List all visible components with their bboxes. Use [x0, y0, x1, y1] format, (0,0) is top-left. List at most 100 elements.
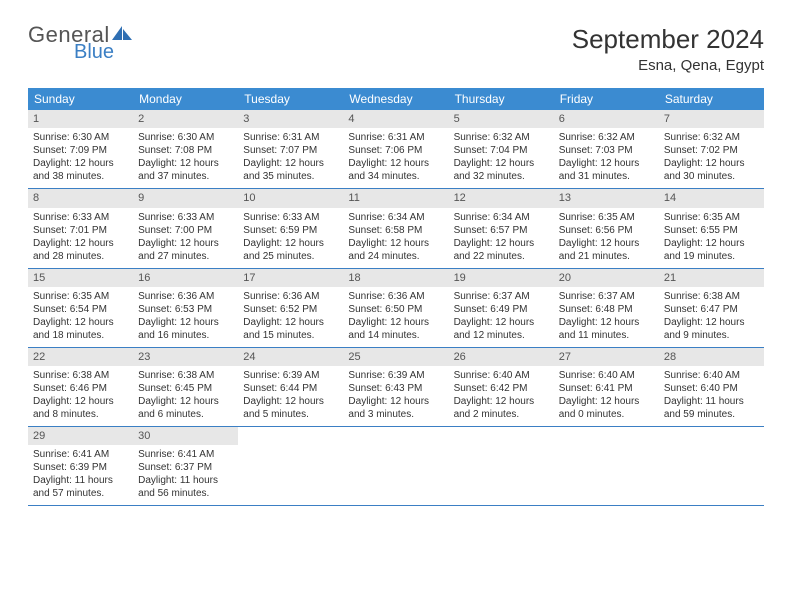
day-header: Thursday	[449, 88, 554, 110]
day-body: Sunrise: 6:39 AMSunset: 6:44 PMDaylight:…	[238, 369, 343, 426]
day-line: Sunrise: 6:32 AM	[664, 131, 759, 144]
day-number: 9	[133, 189, 238, 207]
day-line: Daylight: 12 hours	[348, 316, 443, 329]
day-line: and 37 minutes.	[138, 170, 233, 183]
day-cell: 9Sunrise: 6:33 AMSunset: 7:00 PMDaylight…	[133, 189, 238, 267]
day-cell: 21Sunrise: 6:38 AMSunset: 6:47 PMDayligh…	[659, 269, 764, 347]
day-line: and 16 minutes.	[138, 329, 233, 342]
day-line: and 11 minutes.	[559, 329, 654, 342]
day-body: Sunrise: 6:41 AMSunset: 6:39 PMDaylight:…	[28, 448, 133, 505]
day-line: Daylight: 12 hours	[33, 395, 128, 408]
day-cell: 5Sunrise: 6:32 AMSunset: 7:04 PMDaylight…	[449, 110, 554, 188]
day-line: Daylight: 12 hours	[348, 157, 443, 170]
day-line: Daylight: 12 hours	[138, 157, 233, 170]
day-line: Daylight: 12 hours	[138, 395, 233, 408]
day-line: Sunrise: 6:40 AM	[664, 369, 759, 382]
calendar: SundayMondayTuesdayWednesdayThursdayFrid…	[28, 88, 764, 506]
day-number: 23	[133, 348, 238, 366]
day-body: Sunrise: 6:37 AMSunset: 6:48 PMDaylight:…	[554, 290, 659, 347]
day-line: Sunset: 7:08 PM	[138, 144, 233, 157]
day-body: Sunrise: 6:36 AMSunset: 6:50 PMDaylight:…	[343, 290, 448, 347]
day-line: Sunset: 7:09 PM	[33, 144, 128, 157]
day-body: Sunrise: 6:32 AMSunset: 7:03 PMDaylight:…	[554, 131, 659, 188]
week-row: 22Sunrise: 6:38 AMSunset: 6:46 PMDayligh…	[28, 348, 764, 427]
day-line: Daylight: 12 hours	[33, 316, 128, 329]
day-line: Sunrise: 6:38 AM	[33, 369, 128, 382]
day-line: Sunrise: 6:40 AM	[559, 369, 654, 382]
day-line: and 32 minutes.	[454, 170, 549, 183]
day-line: Sunrise: 6:41 AM	[33, 448, 128, 461]
day-number: 5	[449, 110, 554, 128]
day-line: Sunset: 6:57 PM	[454, 224, 549, 237]
week-row: 8Sunrise: 6:33 AMSunset: 7:01 PMDaylight…	[28, 189, 764, 268]
day-line: Daylight: 12 hours	[243, 395, 338, 408]
day-line: Daylight: 12 hours	[559, 157, 654, 170]
day-number: 16	[133, 269, 238, 287]
day-line: and 3 minutes.	[348, 408, 443, 421]
day-line: Daylight: 11 hours	[33, 474, 128, 487]
day-line: and 0 minutes.	[559, 408, 654, 421]
day-line: Sunrise: 6:37 AM	[454, 290, 549, 303]
week-row: 29Sunrise: 6:41 AMSunset: 6:39 PMDayligh…	[28, 427, 764, 506]
day-body: Sunrise: 6:30 AMSunset: 7:08 PMDaylight:…	[133, 131, 238, 188]
day-number: 20	[554, 269, 659, 287]
day-line: Sunrise: 6:40 AM	[454, 369, 549, 382]
day-line: Sunrise: 6:31 AM	[348, 131, 443, 144]
day-line: Sunrise: 6:38 AM	[664, 290, 759, 303]
day-line: Sunset: 6:37 PM	[138, 461, 233, 474]
empty-cell	[659, 427, 764, 505]
day-line: Sunrise: 6:37 AM	[559, 290, 654, 303]
day-body: Sunrise: 6:39 AMSunset: 6:43 PMDaylight:…	[343, 369, 448, 426]
day-line: Daylight: 12 hours	[664, 237, 759, 250]
day-header: Sunday	[28, 88, 133, 110]
day-line: Sunrise: 6:35 AM	[559, 211, 654, 224]
day-line: and 25 minutes.	[243, 250, 338, 263]
day-line: Sunset: 6:40 PM	[664, 382, 759, 395]
day-line: and 19 minutes.	[664, 250, 759, 263]
day-number: 18	[343, 269, 448, 287]
day-line: Sunset: 6:49 PM	[454, 303, 549, 316]
day-cell: 7Sunrise: 6:32 AMSunset: 7:02 PMDaylight…	[659, 110, 764, 188]
day-line: Sunrise: 6:33 AM	[138, 211, 233, 224]
day-body: Sunrise: 6:31 AMSunset: 7:07 PMDaylight:…	[238, 131, 343, 188]
day-header-row: SundayMondayTuesdayWednesdayThursdayFrid…	[28, 88, 764, 110]
day-line: and 28 minutes.	[33, 250, 128, 263]
day-line: Sunset: 6:48 PM	[559, 303, 654, 316]
day-line: Daylight: 12 hours	[664, 316, 759, 329]
day-line: Sunrise: 6:39 AM	[348, 369, 443, 382]
day-number: 3	[238, 110, 343, 128]
day-line: Sunset: 7:02 PM	[664, 144, 759, 157]
day-cell: 29Sunrise: 6:41 AMSunset: 6:39 PMDayligh…	[28, 427, 133, 505]
day-line: and 22 minutes.	[454, 250, 549, 263]
day-number: 1	[28, 110, 133, 128]
day-line: and 5 minutes.	[243, 408, 338, 421]
day-body: Sunrise: 6:40 AMSunset: 6:42 PMDaylight:…	[449, 369, 554, 426]
day-number: 8	[28, 189, 133, 207]
day-line: Sunset: 6:50 PM	[348, 303, 443, 316]
day-line: Sunrise: 6:33 AM	[33, 211, 128, 224]
day-line: Sunset: 6:47 PM	[664, 303, 759, 316]
day-line: and 34 minutes.	[348, 170, 443, 183]
day-line: Sunset: 6:46 PM	[33, 382, 128, 395]
day-line: Sunset: 7:03 PM	[559, 144, 654, 157]
day-number: 14	[659, 189, 764, 207]
day-body: Sunrise: 6:35 AMSunset: 6:54 PMDaylight:…	[28, 290, 133, 347]
day-body: Sunrise: 6:36 AMSunset: 6:53 PMDaylight:…	[133, 290, 238, 347]
day-line: Sunset: 6:59 PM	[243, 224, 338, 237]
day-line: Sunrise: 6:34 AM	[348, 211, 443, 224]
day-number: 28	[659, 348, 764, 366]
day-line: and 2 minutes.	[454, 408, 549, 421]
day-line: Daylight: 12 hours	[33, 237, 128, 250]
day-number: 27	[554, 348, 659, 366]
day-cell: 28Sunrise: 6:40 AMSunset: 6:40 PMDayligh…	[659, 348, 764, 426]
day-body: Sunrise: 6:38 AMSunset: 6:47 PMDaylight:…	[659, 290, 764, 347]
day-line: Daylight: 12 hours	[348, 395, 443, 408]
day-body: Sunrise: 6:38 AMSunset: 6:46 PMDaylight:…	[28, 369, 133, 426]
day-body: Sunrise: 6:34 AMSunset: 6:58 PMDaylight:…	[343, 211, 448, 268]
day-line: Sunrise: 6:41 AM	[138, 448, 233, 461]
day-line: Sunset: 6:58 PM	[348, 224, 443, 237]
day-number: 19	[449, 269, 554, 287]
day-line: and 38 minutes.	[33, 170, 128, 183]
day-line: Sunset: 6:43 PM	[348, 382, 443, 395]
day-line: Daylight: 12 hours	[454, 316, 549, 329]
